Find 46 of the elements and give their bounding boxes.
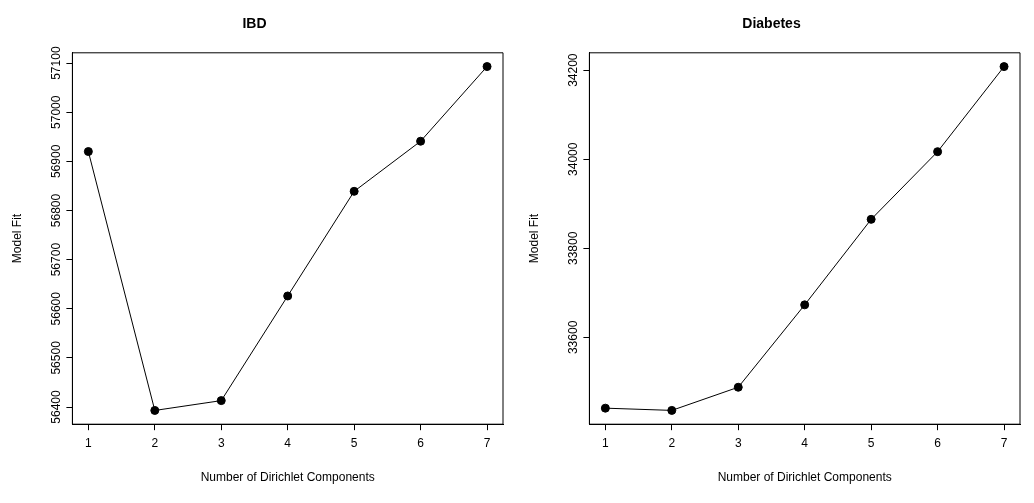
x-axis-title: Number of Dirichlet Components xyxy=(717,470,892,485)
point xyxy=(482,62,492,72)
chart-title: Diabetes xyxy=(742,15,801,32)
x-tick-label: 3 xyxy=(734,435,742,450)
point xyxy=(999,62,1009,72)
y-tick-label: 34200 xyxy=(565,53,580,87)
y-tick-label: 56800 xyxy=(48,193,63,228)
x-tick-label: 1 xyxy=(602,435,609,450)
point xyxy=(283,291,293,301)
x-tick-label: 4 xyxy=(801,435,809,450)
y-tick-label: 56600 xyxy=(48,291,63,326)
chart-title: IBD xyxy=(242,15,267,32)
point xyxy=(933,147,943,157)
y-tick-label: 56400 xyxy=(48,390,63,424)
point xyxy=(667,405,677,415)
point xyxy=(416,136,426,146)
point xyxy=(600,403,610,413)
y-tick-label: 34000 xyxy=(565,142,580,176)
point xyxy=(150,405,160,415)
x-tick-label: 6 xyxy=(934,435,942,450)
point xyxy=(733,382,743,392)
x-tick-label: 5 xyxy=(350,435,358,450)
x-tick-label: 7 xyxy=(1000,435,1008,450)
y-tick-label: 33600 xyxy=(565,320,580,355)
x-tick-label: 1 xyxy=(85,435,92,450)
x-tick-label: 3 xyxy=(217,435,225,450)
x-tick-label: 4 xyxy=(284,435,292,450)
point xyxy=(216,396,226,406)
x-tick-label: 7 xyxy=(483,435,491,450)
y-axis-title: Model Fit xyxy=(9,213,24,264)
y-tick-label: 56700 xyxy=(48,242,63,277)
point xyxy=(800,300,810,310)
point xyxy=(866,214,876,224)
x-tick-label: 2 xyxy=(151,435,159,450)
x-tick-label: 2 xyxy=(668,435,676,450)
y-axis-title: Model Fit xyxy=(526,213,541,264)
x-axis-title: Number of Dirichlet Components xyxy=(200,470,375,485)
y-tick-label: 57100 xyxy=(48,46,63,80)
y-tick-label: 56900 xyxy=(48,144,63,179)
y-tick-label: 33800 xyxy=(565,231,580,265)
y-tick-label: 56500 xyxy=(48,340,63,375)
y-tick-label: 57000 xyxy=(48,95,63,129)
x-tick-label: 5 xyxy=(867,435,875,450)
x-tick-label: 6 xyxy=(417,435,425,450)
point xyxy=(83,147,93,157)
point xyxy=(349,186,359,196)
